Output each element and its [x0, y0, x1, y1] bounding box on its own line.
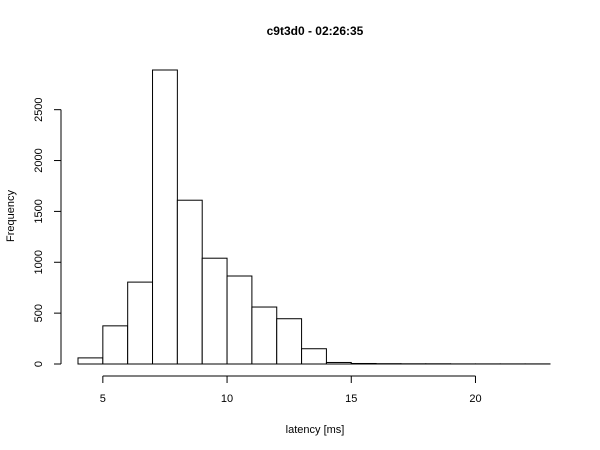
histogram-bar: [325, 361, 352, 365]
histogram-bar: [251, 306, 278, 365]
y-axis-label: Frequency: [5, 190, 17, 242]
x-tick-label: 10: [221, 393, 233, 405]
y-tick-label: 500: [33, 304, 45, 322]
x-axis: 5 10 15 20: [100, 375, 482, 405]
y-tick-label: 1000: [33, 250, 45, 274]
histogram-bar: [152, 69, 178, 365]
x-tick-label: 5: [100, 393, 106, 405]
histogram-bar: [276, 318, 303, 365]
histogram-bar: [201, 257, 228, 365]
chart-title: c9t3d0 - 02:26:35: [267, 24, 364, 38]
histogram-bar: [226, 275, 253, 365]
y-tick-label: 2000: [33, 148, 45, 172]
histogram-bar: [350, 362, 377, 365]
x-tick-label: 20: [469, 393, 481, 405]
histogram-bar: [176, 199, 203, 365]
y-tick-label: 0: [33, 361, 45, 367]
x-tick-label: 15: [345, 393, 357, 405]
y-axis: 0 500 1000 1500 2000 2500: [33, 97, 62, 367]
y-tick-label: 1500: [33, 199, 45, 223]
histogram-bar: [127, 281, 154, 365]
histogram-bar: [77, 357, 104, 365]
histogram-bar: [102, 325, 129, 365]
x-axis-label: latency [ms]: [286, 424, 345, 436]
histogram-bar: [301, 348, 327, 365]
bars-group: [77, 69, 551, 365]
y-tick-label: 2500: [33, 97, 45, 121]
